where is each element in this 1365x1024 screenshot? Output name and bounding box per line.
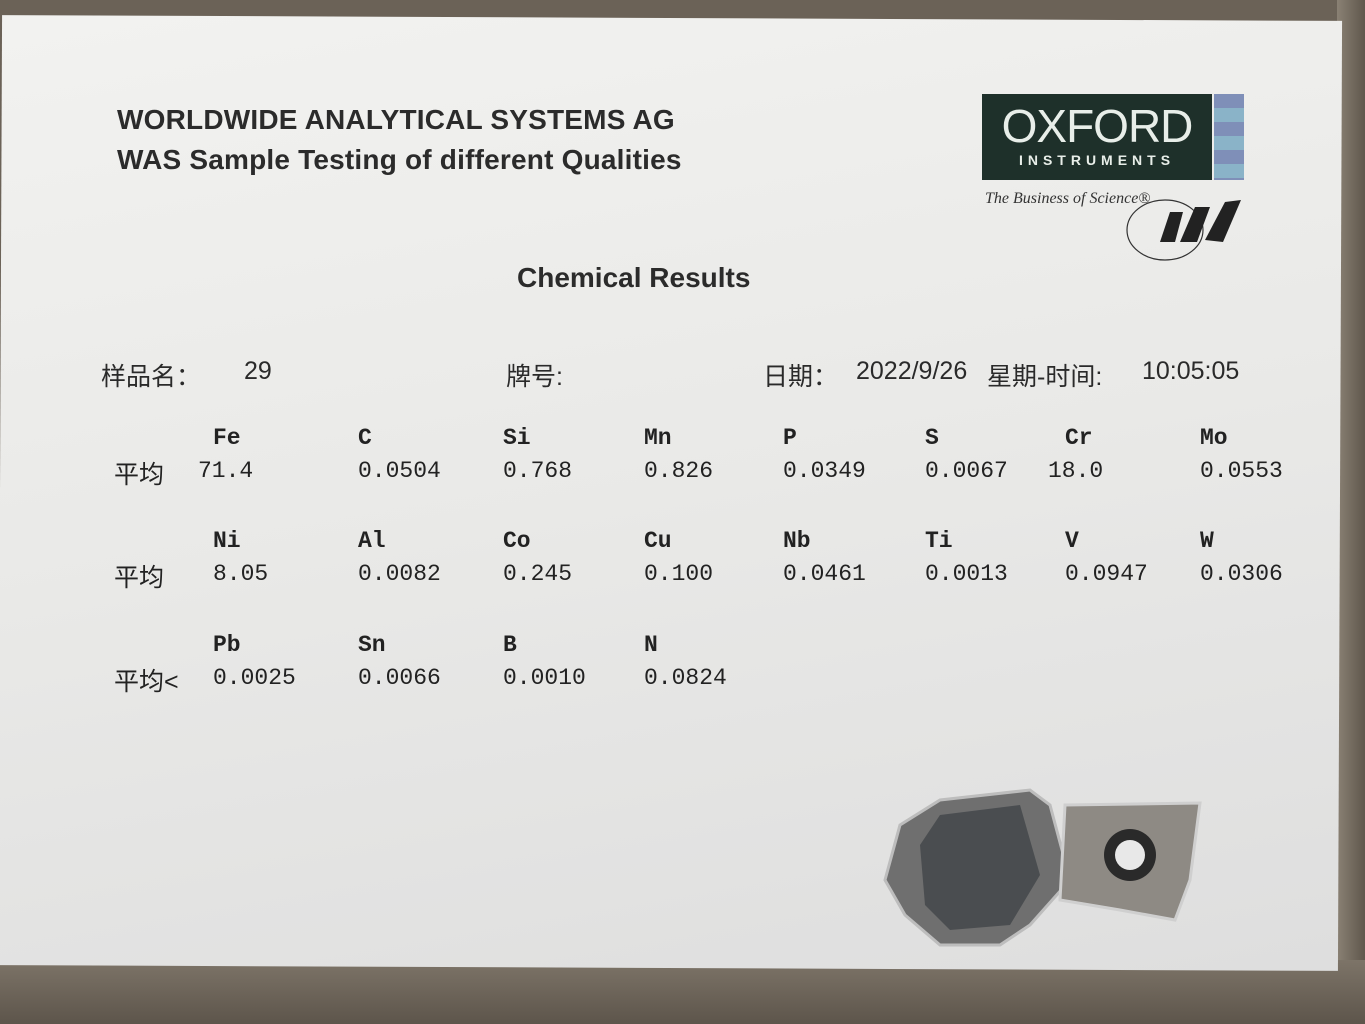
element-value: 0.768 (503, 458, 573, 484)
table-surface (0, 960, 1365, 1024)
element-value: 0.0066 (358, 665, 441, 691)
company-name: WORLDWIDE ANALYTICAL SYSTEMS AG (117, 104, 675, 135)
element-symbol: Pb (213, 632, 241, 658)
element-value: 8.05 (213, 561, 269, 587)
logo-stripe (1214, 94, 1244, 180)
row-label: 平均 (114, 564, 165, 592)
element-value: 71.4 (198, 458, 254, 484)
element-symbol: S (925, 425, 939, 451)
element-value: 0.0504 (358, 458, 441, 484)
element-symbol: Mo (1200, 425, 1228, 451)
element-value: 0.0306 (1200, 561, 1283, 587)
element-symbol: P (783, 425, 797, 451)
row-label: 平均< (114, 668, 179, 696)
date-label: 日期： (763, 363, 839, 391)
element-value: 18.0 (1048, 458, 1104, 484)
row-label: 平均 (114, 461, 165, 489)
element-symbol: Ti (925, 528, 953, 554)
was-logo-icon (1126, 199, 1241, 261)
element-value: 0.0947 (1065, 561, 1148, 587)
element-symbol: N (644, 632, 658, 658)
element-value: 0.0067 (925, 458, 1008, 484)
oxford-logo: OXFORD INSTRUMENTS (982, 94, 1212, 180)
element-value: 0.0025 (213, 665, 296, 691)
element-symbol: Mn (644, 425, 672, 451)
element-value: 0.826 (644, 458, 714, 484)
weekday-time-label: 星期-时间: (987, 363, 1103, 391)
element-value: 0.0553 (1200, 458, 1283, 484)
date-value: 2022/9/26 (856, 357, 968, 385)
element-value: 0.0082 (358, 561, 441, 587)
logo-sub: INSTRUMENTS (1018, 152, 1176, 168)
element-symbol: Co (503, 528, 531, 554)
element-symbol: W (1200, 528, 1214, 554)
sample-value: 29 (244, 357, 272, 385)
element-symbol: Cu (644, 528, 672, 554)
table-surface (1337, 0, 1365, 1024)
metal-sample-pieces (883, 788, 1202, 947)
grade-label: 牌号: (506, 363, 563, 391)
logo-brand: OXFORD (1001, 100, 1194, 152)
time-value: 10:05:05 (1142, 357, 1240, 385)
element-symbol: Fe (213, 425, 241, 451)
element-symbol: Sn (358, 632, 386, 658)
report-subtitle: WAS Sample Testing of different Qualitie… (117, 144, 682, 175)
element-value: 0.100 (644, 561, 714, 587)
page-title: Chemical Results (517, 262, 751, 293)
logo-tagline: The Business of Science® (985, 190, 1151, 207)
element-symbol: Cr (1065, 425, 1093, 451)
element-value: 0.0013 (925, 561, 1008, 587)
element-symbol: C (358, 425, 372, 451)
element-value: 0.0010 (503, 665, 586, 691)
element-symbol: Ni (213, 528, 241, 554)
element-value: 0.0349 (783, 458, 866, 484)
sample-label: 样品名： (101, 363, 202, 391)
element-symbol: Nb (783, 528, 811, 554)
element-value: 0.0824 (644, 665, 727, 691)
element-symbol: Al (358, 528, 386, 554)
element-symbol: V (1065, 528, 1079, 554)
element-symbol: Si (503, 425, 531, 451)
element-symbol: B (503, 632, 517, 658)
element-value: 0.245 (503, 561, 573, 587)
element-value: 0.0461 (783, 561, 866, 587)
